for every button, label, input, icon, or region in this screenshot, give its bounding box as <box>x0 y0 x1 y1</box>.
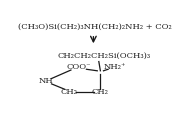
Text: NH₂⁺: NH₂⁺ <box>103 63 126 71</box>
Text: NH: NH <box>39 77 53 85</box>
Text: CH₂CH₂CH₂Si(OCH₃)₃: CH₂CH₂CH₂Si(OCH₃)₃ <box>58 51 151 59</box>
Text: CH₂: CH₂ <box>61 88 78 96</box>
Text: CH₂: CH₂ <box>92 88 109 96</box>
Text: COO⁻: COO⁻ <box>66 63 91 71</box>
Text: (CH₃O)Si(CH₂)₃NH(CH₂)₂NH₂ + CO₂: (CH₃O)Si(CH₂)₃NH(CH₂)₂NH₂ + CO₂ <box>18 23 172 31</box>
